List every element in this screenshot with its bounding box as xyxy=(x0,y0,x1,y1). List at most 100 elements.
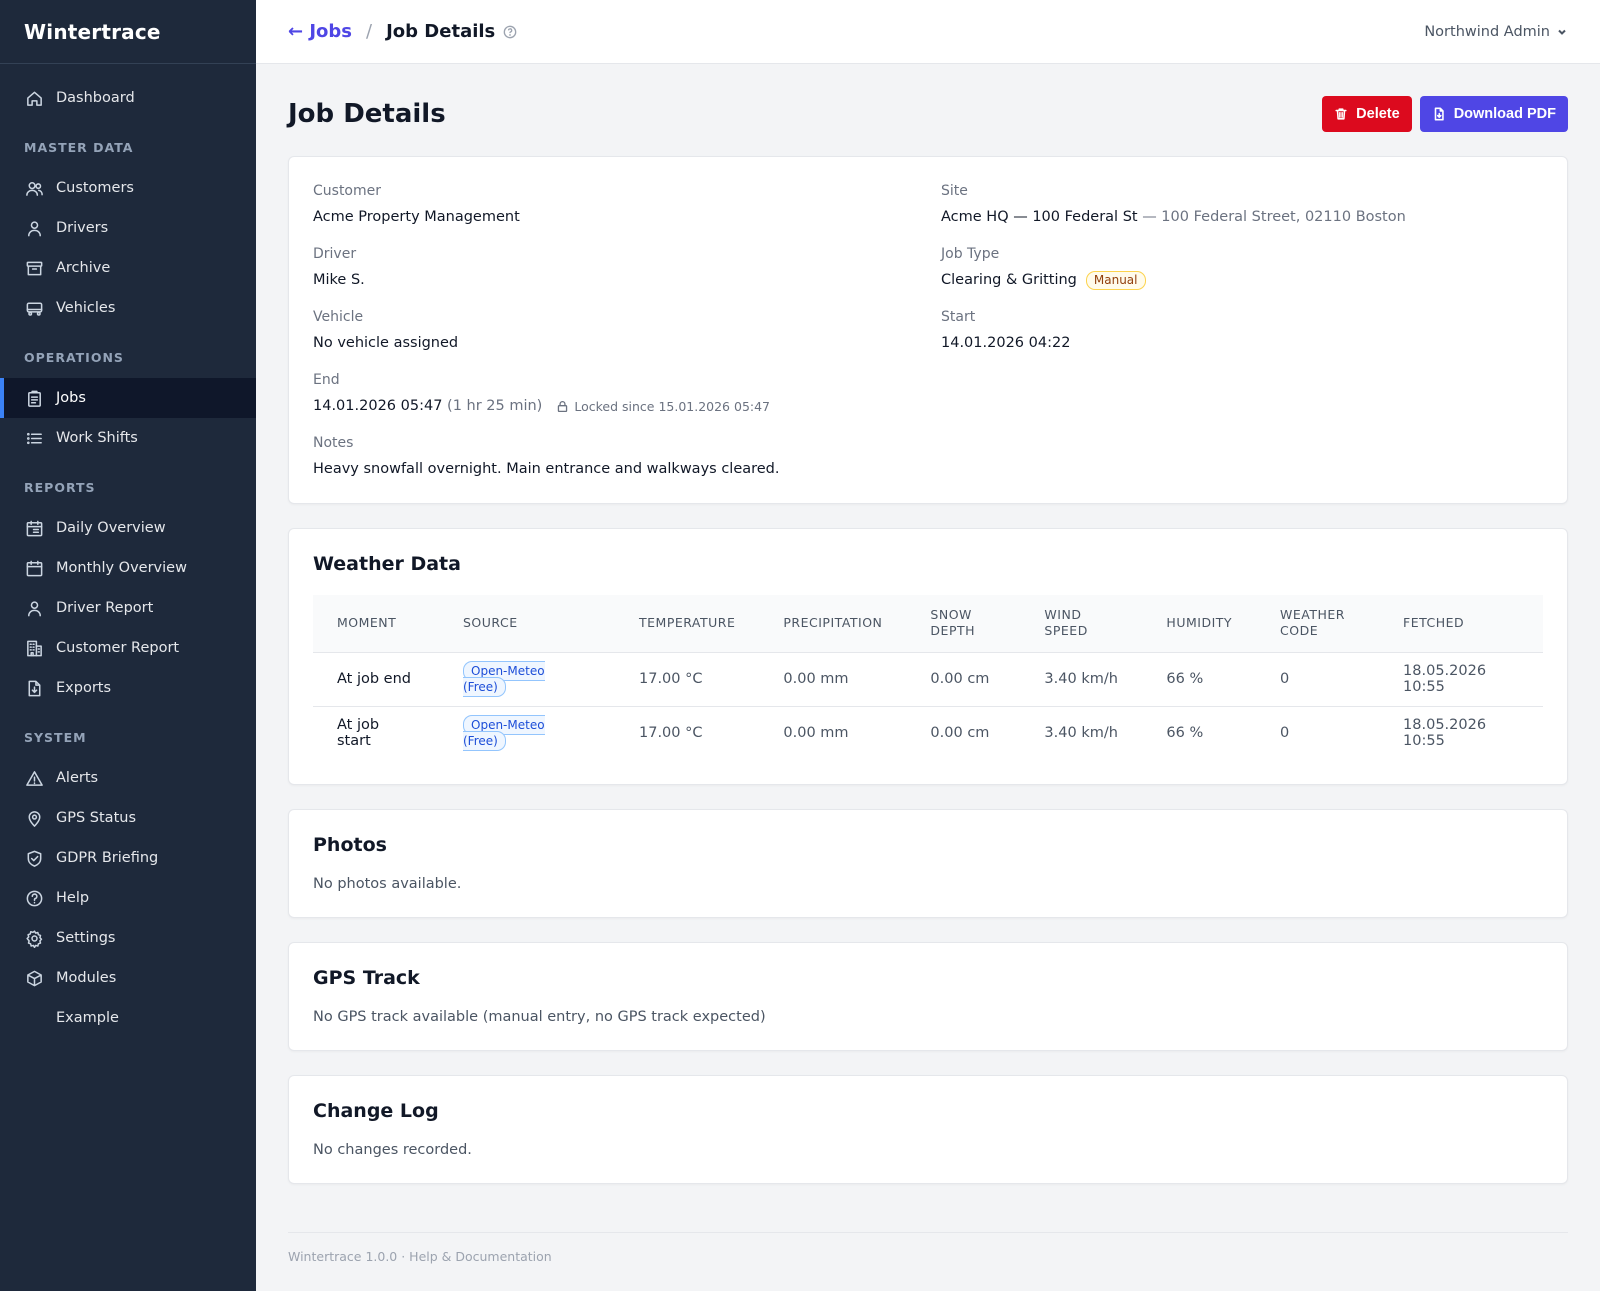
column-header: WEATHER CODE xyxy=(1256,595,1380,653)
sidebar-item-monthly-overview[interactable]: Monthly Overview xyxy=(0,548,256,588)
customer-field: Customer Acme Property Management xyxy=(313,183,941,227)
cell-temperature: 17.00 °C xyxy=(615,652,760,707)
sidebar-item-exports[interactable]: Exports xyxy=(0,668,256,708)
main-area: ← Jobs / Job Details Northwind Admin Job… xyxy=(256,0,1600,1291)
changelog-title: Change Log xyxy=(313,1100,439,1122)
sidebar-item-example[interactable]: Example xyxy=(0,998,256,1038)
table-row: At job start Open-Meteo (Free) 17.00 °C 0.0… xyxy=(313,706,1543,760)
weather-table-body: At job end Open-Meteo (Free) 17.00 °C 0.00 … xyxy=(313,652,1543,760)
weather-table: MOMENT SOURCE TEMPERATURE PRECIPITATION SNOW… xyxy=(313,595,1543,760)
cell-moment: At job end xyxy=(313,652,439,707)
list-icon xyxy=(24,428,44,448)
start-value: 14.01.2026 04:22 xyxy=(941,335,1071,351)
calendar-day-icon xyxy=(24,518,44,538)
file-download-icon xyxy=(24,678,44,698)
sidebar-item-label: Modules xyxy=(56,970,117,986)
download-pdf-label: Download PDF xyxy=(1453,106,1556,122)
question-circle-icon xyxy=(24,888,44,908)
end-label: End xyxy=(313,372,340,388)
site-value: Acme HQ — 100 Federal St — 100 Federal S… xyxy=(941,207,1543,227)
sidebar-item-alerts[interactable]: Alerts xyxy=(0,758,256,798)
sidebar-item-label: Archive xyxy=(56,260,111,276)
manual-badge: Manual xyxy=(1085,270,1146,290)
footer: Wintertrace 1.0.0 · Help & Documentation xyxy=(288,1232,1568,1264)
gps-title: GPS Track xyxy=(313,967,420,989)
gps-empty: No GPS track available (manual entry, no… xyxy=(313,1009,766,1025)
source-badge: Open-Meteo (Free) xyxy=(463,715,545,752)
building-icon xyxy=(24,638,44,658)
sidebar-item-customer-report[interactable]: Customer Report xyxy=(0,628,256,668)
sidebar-item-label: Jobs xyxy=(56,390,86,406)
gear-icon xyxy=(24,928,44,948)
changelog-empty: No changes recorded. xyxy=(313,1142,472,1158)
breadcrumb-current: Job Details xyxy=(386,21,496,42)
sidebar-item-jobs[interactable]: Jobs xyxy=(0,378,256,418)
truck-icon xyxy=(24,298,44,318)
cell-precipitation: 0.00 mm xyxy=(783,725,849,742)
cell-precipitation: 0.00 mm xyxy=(759,652,907,707)
breadcrumb-back-jobs[interactable]: ← Jobs xyxy=(288,21,353,42)
sidebar-item-archive[interactable]: Archive xyxy=(0,248,256,288)
photos-empty: No photos available. xyxy=(313,876,462,892)
sidebar-item-vehicles[interactable]: Vehicles xyxy=(0,288,256,328)
column-header: HUMIDITY xyxy=(1142,595,1257,653)
archive-icon xyxy=(24,258,44,278)
warning-icon xyxy=(24,768,44,788)
question-circle-icon[interactable] xyxy=(503,25,517,39)
cell-snow-depth: 0.00 cm xyxy=(930,725,990,742)
sidebar-item-label: Example xyxy=(56,1010,119,1026)
lock-text: Locked since 15.01.2026 05:47 xyxy=(574,398,771,414)
sidebar-item-customers[interactable]: Customers xyxy=(0,168,256,208)
end-value: 14.01.2026 05:47 (1 hr 25 min) Locked si… xyxy=(313,396,1543,416)
sidebar-item-label: Driver Report xyxy=(56,600,154,616)
user-name: Northwind Admin xyxy=(1424,23,1550,40)
sidebar-item-work-shifts[interactable]: Work Shifts xyxy=(0,418,256,458)
sidebar-item-settings[interactable]: Settings xyxy=(0,918,256,958)
sidebar-item-gps-status[interactable]: GPS Status xyxy=(0,798,256,838)
photos-title: Photos xyxy=(313,834,387,856)
photos-card: Photos No photos available. xyxy=(288,809,1568,918)
topbar: ← Jobs / Job Details Northwind Admin xyxy=(256,0,1600,64)
job-details-grid: Customer Acme Property Management Site A… xyxy=(313,183,1543,479)
chevron-down-icon xyxy=(1558,29,1566,35)
app-brand[interactable]: Wintertrace xyxy=(0,0,256,64)
shield-check-icon xyxy=(24,848,44,868)
customer-value: Acme Property Management xyxy=(313,209,520,225)
trash-icon xyxy=(1335,108,1347,120)
sidebar-item-modules[interactable]: Modules xyxy=(0,958,256,998)
sidebar-item-label: Settings xyxy=(56,930,116,946)
clipboard-icon xyxy=(24,388,44,408)
footer-text[interactable]: Wintertrace 1.0.0 · Help & Documentation xyxy=(288,1249,552,1264)
sidebar-item-help[interactable]: Help xyxy=(0,878,256,918)
page-title: Job Details xyxy=(288,99,446,129)
sidebar-item-label: Monthly Overview xyxy=(56,560,187,576)
sidebar-item-label: Vehicles xyxy=(56,300,116,316)
user-icon xyxy=(24,598,44,618)
delete-button-label: Delete xyxy=(1356,106,1400,122)
sidebar-item-driver-report[interactable]: Driver Report xyxy=(0,588,256,628)
sidebar-section-title: REPORTS xyxy=(24,480,96,495)
sidebar-item-label: Customers xyxy=(56,180,134,196)
column-header: FETCHED xyxy=(1379,595,1543,653)
page-header: Job Details Delete Download PDF xyxy=(288,96,1568,132)
sidebar-item-label: Dashboard xyxy=(56,90,135,106)
users-icon xyxy=(24,178,44,198)
download-pdf-button[interactable]: Download PDF xyxy=(1419,96,1568,132)
sidebar-item-dashboard[interactable]: Dashboard xyxy=(0,78,256,118)
sidebar-section-title: OPERATIONS xyxy=(24,350,124,365)
sidebar-item-drivers[interactable]: Drivers xyxy=(0,208,256,248)
column-header: TEMPERATURE xyxy=(615,595,760,653)
notes-value: Heavy snowfall overnight. Main entrance … xyxy=(313,461,780,477)
cell-humidity: 66 % xyxy=(1142,652,1257,707)
sidebar-item-daily-overview[interactable]: Daily Overview xyxy=(0,508,256,548)
source-badge: Open-Meteo (Free) xyxy=(463,661,545,697)
user-menu[interactable]: Northwind Admin xyxy=(1424,24,1568,40)
breadcrumb: ← Jobs / Job Details xyxy=(288,21,517,42)
delete-button[interactable]: Delete xyxy=(1322,96,1412,132)
breadcrumb-separator: / xyxy=(366,21,373,42)
cell-temperature: 17.00 °C xyxy=(639,725,703,742)
sidebar-item-gdpr-briefing[interactable]: GDPR Briefing xyxy=(0,838,256,878)
notes-field: Notes Heavy snowfall overnight. Main ent… xyxy=(313,435,1543,479)
vehicle-label: Vehicle xyxy=(313,309,364,325)
column-header: WIND SPEED xyxy=(1020,595,1143,653)
